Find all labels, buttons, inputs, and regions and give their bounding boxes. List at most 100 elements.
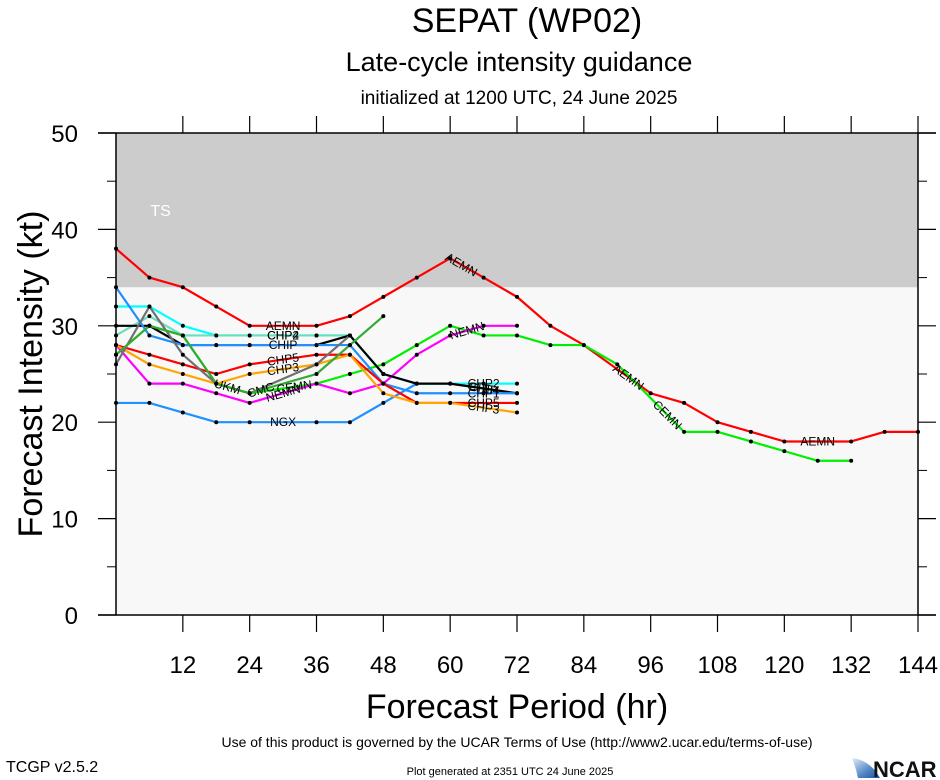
series-label-chp3: CHP3: [467, 399, 501, 417]
data-point-aemn: [682, 400, 687, 405]
data-point-aemn: [381, 294, 386, 299]
data-point-ngx: [214, 420, 219, 425]
data-point-chp1: [414, 391, 419, 396]
data-point-cemn: [381, 362, 386, 367]
data-point-chp1: [314, 343, 319, 348]
x-tick-label: 72: [504, 652, 531, 679]
data-point-ngx: [347, 420, 352, 425]
chart-title: SEPAT (WP02): [412, 2, 643, 40]
data-point-chp1: [247, 343, 252, 348]
x-tick-label: 24: [236, 652, 263, 679]
x-tick-label: 84: [570, 652, 597, 679]
data-point-aemn: [147, 275, 152, 280]
data-point-cemn: [481, 333, 486, 338]
data-point-aemn: [448, 256, 453, 261]
data-point-nemn: [448, 333, 453, 338]
data-point-aemn: [481, 275, 486, 280]
data-point-chp3: [515, 410, 519, 415]
series-label-chp5: CHP5: [468, 396, 500, 410]
band-ts: [116, 133, 918, 288]
data-point-chp3: [347, 352, 352, 357]
y-tick-label: 50: [51, 121, 78, 148]
axes: [98, 116, 936, 632]
data-point-cemn: [448, 323, 453, 328]
data-point-cemn: [615, 362, 620, 367]
series-label-chp4: CHP4: [267, 328, 299, 342]
data-point-aemn: [247, 323, 252, 328]
series-label-chp3: CHP3: [266, 360, 300, 378]
data-point-ukm: [347, 333, 352, 338]
data-point-chp2: [481, 381, 486, 386]
data-point-aemn: [347, 314, 352, 319]
data-point-chp3: [414, 400, 419, 405]
data-point-aemn: [849, 439, 854, 444]
data-point-chp4: [147, 314, 152, 319]
series-label-chp1: CHP1: [468, 386, 500, 400]
data-point-aemn: [748, 429, 753, 434]
data-point-cemn: [815, 458, 820, 463]
series-label-aemn: AEMN: [266, 319, 301, 333]
x-tick-label: 108: [697, 652, 737, 679]
data-point-aemn: [782, 439, 787, 444]
data-point-cemn: [748, 439, 753, 444]
data-point-chp5: [314, 352, 319, 357]
x-axis-title: Forecast Period (hr): [366, 688, 668, 726]
ncar-swoosh-icon: [852, 758, 880, 778]
series-label-chp4: CHP4: [467, 379, 501, 397]
data-point-ngx: [147, 400, 152, 405]
data-point-cmc: [314, 372, 319, 376]
data-point-chp5: [147, 352, 152, 357]
data-point-cemn: [782, 449, 787, 454]
data-point-aemn: [314, 323, 319, 328]
series-label-chip: CHIP: [269, 338, 298, 352]
series-label-ngx: NGX: [270, 415, 296, 429]
data-point-chp1: [515, 391, 519, 396]
data-point-aemn: [715, 420, 720, 425]
y-tick-label: 40: [51, 217, 78, 244]
data-point-aemn: [414, 275, 419, 280]
data-point-cmc: [180, 333, 185, 338]
data-point-nemn: [481, 323, 486, 328]
data-point-aemn: [882, 429, 887, 434]
x-tick-label: 12: [169, 652, 196, 679]
data-point-chp3: [381, 391, 386, 396]
series-line-aemn: [115, 247, 918, 443]
data-point-ngx: [247, 420, 252, 425]
data-point-chp4: [314, 333, 319, 338]
data-point-cemn: [849, 458, 854, 463]
chart-initialized: initialized at 1200 UTC, 24 June 2025: [361, 88, 678, 109]
data-point-aemn: [180, 285, 185, 290]
series-line-chp1: [115, 286, 517, 395]
data-point-cemn: [515, 333, 519, 338]
data-point-aemn: [515, 294, 519, 299]
data-point-ukm: [314, 362, 319, 367]
data-point-cemn: [548, 343, 553, 348]
data-point-ngx: [180, 410, 185, 415]
intensity-bands: TS: [116, 133, 918, 288]
data-point-chp1: [147, 333, 152, 338]
chart-subtitle: Late-cycle intensity guidance: [346, 47, 693, 77]
data-point-aemn: [214, 304, 219, 309]
data-point-chp2: [180, 323, 185, 328]
data-point-chp2: [515, 381, 519, 386]
data-point-ngx: [314, 420, 319, 425]
y-tick-label: 0: [65, 603, 78, 630]
series-label-aemn: AEMN: [800, 434, 835, 448]
data-point-chp5: [381, 381, 386, 386]
data-point-chp1: [180, 343, 185, 348]
ncar-logo-text: NCAR: [873, 757, 937, 780]
x-tick-label: 120: [764, 652, 804, 679]
x-tick-label: 144: [898, 652, 938, 679]
data-point-nemn: [347, 391, 352, 396]
ncar-logo: NCAR: [852, 757, 937, 780]
y-tick-label: 20: [51, 410, 78, 437]
data-point-chp5: [515, 400, 519, 405]
data-point-cmc: [147, 323, 152, 328]
data-point-chip: [448, 381, 453, 386]
series-layer: [114, 246, 920, 463]
band-label-ts: TS: [150, 203, 170, 220]
data-point-chp1: [214, 343, 219, 348]
data-point-cmc: [347, 343, 352, 348]
data-point-aemn: [648, 391, 653, 396]
